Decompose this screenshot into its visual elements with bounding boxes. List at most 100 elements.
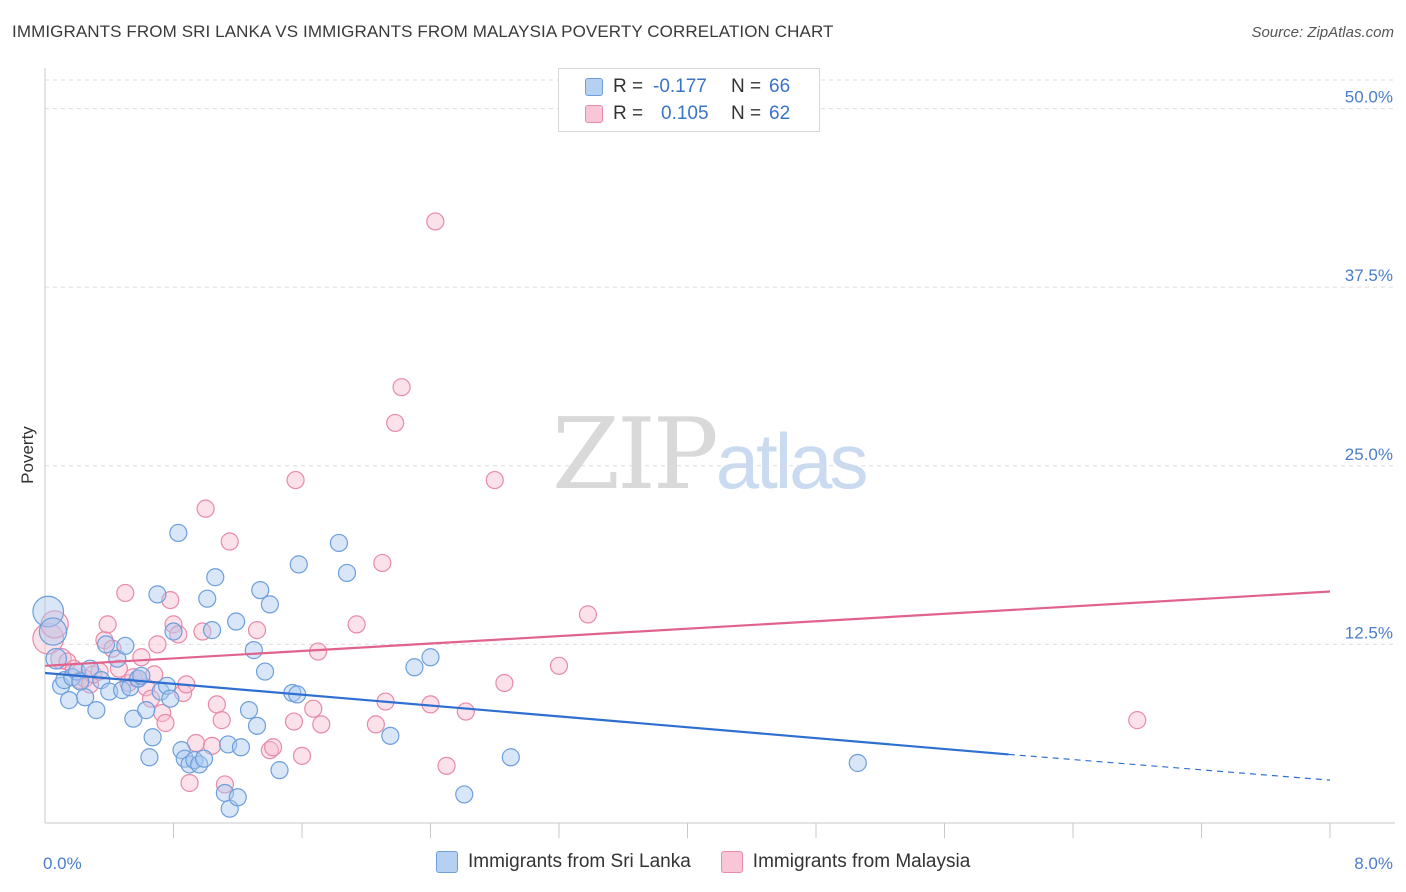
sri-lanka-point [96,635,116,654]
malaysia-point [220,532,239,551]
malaysia-point [495,673,514,693]
axes [44,68,1395,838]
malaysia-point [156,713,175,733]
malaysia-point [116,583,135,603]
legend-swatch-pink [585,105,603,123]
x-tick-label: 0.0% [43,854,82,873]
watermark-zip: ZIP [552,398,719,512]
sri-lanka-point [164,622,183,641]
sri-lanka-point [405,658,424,677]
x-tick-label: 8.0% [1354,854,1393,873]
sri-lanka-trend-line [44,671,1009,756]
sri-lanka-point [381,726,400,745]
legend-r-label: R = [613,103,644,124]
legend-r-value: 0.105 [661,103,709,124]
y-tick-label: 25.0% [1345,445,1393,464]
source-label: Source: ZipAtlas.com [1251,24,1394,41]
malaysia-point [164,615,183,634]
malaysia-point [1128,711,1147,730]
malaysia-point [485,470,504,490]
y-axis-label: Poverty [18,426,37,484]
malaysia-point [373,553,392,573]
sri-lanka-point [289,555,308,574]
sri-lanka-point [137,701,156,720]
malaysia-point [202,736,222,755]
malaysia-point [578,605,598,624]
sri-lanka-trend-extension [1008,753,1331,781]
sri-lanka-point [260,595,279,614]
legend-row-sri-lanka: R = -0.177 N = 66 [585,75,790,99]
sri-lanka-point [194,749,214,768]
malaysia-point [169,625,188,644]
malaysia-point [347,615,366,634]
sri-lanka-point [32,595,65,628]
malaysia-point [263,738,283,757]
y-tick-label: 37.5% [1345,266,1393,285]
sri-lanka-point [337,563,357,583]
sri-lanka-point [244,641,263,660]
sri-lanka-point [198,589,217,608]
grid [45,79,1395,645]
malaysia-point [193,622,212,641]
legend-r-value: -0.177 [653,76,707,97]
y-tick-label: 12.5% [1345,623,1393,642]
legend-swatch-blue [585,78,603,96]
malaysia-points [32,212,1147,794]
malaysia-point [207,695,226,714]
sri-lanka-point [227,612,246,631]
y-tick-label: 50.0% [1345,88,1393,107]
legend-n-label: N = [731,76,762,97]
malaysia-point [304,699,323,718]
malaysia-point [260,741,279,760]
malaysia-point [456,702,475,721]
sri-lanka-point [124,709,143,728]
malaysia-point [386,413,405,433]
trend-lines [44,590,1331,781]
malaysia-point [312,715,331,734]
legend-n-value: 66 [769,76,791,97]
series-label-sri-lanka: Immigrants from Sri Lanka [468,851,691,872]
malaysia-point [212,711,231,730]
sri-lanka-point [239,701,259,720]
sri-lanka-point [143,728,162,747]
sri-lanka-point [169,523,188,543]
correlation-legend: R = -0.177 N = 66 R = 0.105 N = 62 [558,68,820,132]
malaysia-point [32,622,65,655]
series-legend-sri-lanka[interactable]: Immigrants from Sri Lanka [436,851,691,873]
malaysia-point [292,746,312,765]
sri-lanka-point [421,648,440,667]
malaysia-point [286,470,305,490]
axis-labels: 12.5% 25.0% 37.5% 50.0% 0.0% 8.0% Poverty [18,88,1393,873]
malaysia-point [148,635,167,654]
malaysia-point [366,715,385,734]
malaysia-point [308,642,328,661]
sri-lanka-point [270,761,289,780]
sri-lanka-point [501,748,520,767]
malaysia-point [98,615,117,634]
watermark: ZIPatlas [552,398,869,512]
sri-lanka-point [76,688,95,707]
series-swatch-pink [720,851,743,873]
chart-title: IMMIGRANTS FROM SRI LANKA VS IMMIGRANTS … [12,22,834,41]
malaysia-point [426,212,445,231]
sri-lanka-point [228,788,247,807]
malaysia-point [180,773,199,793]
sri-lanka-point [251,580,270,600]
series-legend-malaysia[interactable]: Immigrants from Malaysia [720,851,971,873]
sri-lanka-point [455,785,474,804]
malaysia-point [132,648,151,667]
sri-lanka-point [148,585,167,604]
malaysia-point [196,499,215,518]
series-label-malaysia: Immigrants from Malaysia [752,851,971,872]
sri-lanka-point [116,636,135,655]
malaysia-trend-line [44,590,1331,667]
legend-row-malaysia: R = 0.105 N = 62 [585,102,790,126]
sri-lanka-point [59,691,79,710]
sri-lanka-point [140,748,159,767]
series-swatch-blue [436,851,458,873]
sri-lanka-point [190,755,209,774]
sri-lanka-point [247,716,267,735]
sri-lanka-point [255,662,275,681]
series-legend: Immigrants from Sri Lanka Immigrants fro… [436,851,1000,873]
